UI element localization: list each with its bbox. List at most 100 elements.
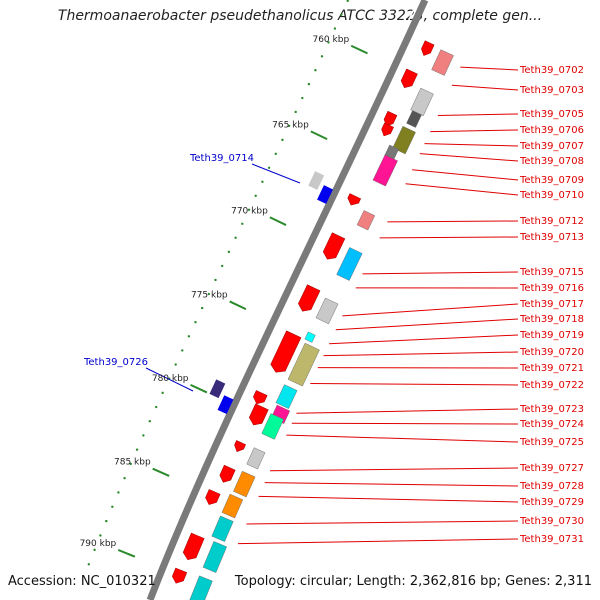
gc-dot (320, 55, 324, 58)
gene-label-reverse: Teth39_0705 (519, 109, 584, 120)
leader-line (362, 271, 519, 275)
leader-line (258, 495, 519, 503)
gc-dot (111, 505, 114, 508)
gene-block (202, 541, 227, 573)
gc-dot (274, 152, 277, 156)
gene-block (315, 297, 339, 325)
tick-mark (152, 467, 170, 477)
gene-label-reverse: Teth39_0722 (519, 380, 584, 391)
gene-label-reverse: Teth39_0715 (519, 267, 584, 278)
gc-dot (129, 462, 132, 466)
tick-label: 785 kbp (114, 458, 151, 468)
gene-label-reverse: Teth39_0724 (519, 419, 584, 430)
gene-label-reverse: Teth39_0719 (519, 330, 584, 341)
gene-label-reverse: Teth39_0710 (519, 190, 584, 201)
accession-label: Accession: NC_010321 (8, 574, 156, 589)
gene-block (406, 110, 422, 128)
gc-dot (87, 563, 91, 566)
gene-block (372, 154, 398, 187)
gc-dot (314, 69, 317, 72)
gene-label-reverse: Teth39_0706 (519, 125, 584, 136)
gene-label-reverse: Teth39_0723 (519, 404, 584, 415)
gene-arrow (381, 122, 394, 137)
gene-label-reverse: Teth39_0720 (519, 347, 584, 358)
gc-dot (267, 166, 271, 170)
tick-mark (229, 300, 247, 311)
gc-dot (227, 250, 231, 254)
gene-arrow (270, 330, 302, 373)
gene-block (211, 515, 234, 542)
gene-arrow (182, 532, 205, 561)
gc-dot (346, 0, 349, 3)
gene-block (275, 384, 298, 409)
gene-label-reverse: Teth39_0725 (519, 437, 584, 448)
leader-line (296, 408, 519, 414)
gene-block (392, 125, 416, 155)
gene-label-reverse: Teth39_0702 (519, 65, 584, 76)
forward-gene (317, 185, 333, 204)
gc-dot (207, 292, 211, 296)
gc-dot (200, 306, 204, 310)
leader-line (342, 303, 519, 317)
gc-dot (294, 110, 297, 114)
gc-dot (142, 434, 145, 437)
gene-label-forward: Teth39_0714 (189, 153, 254, 164)
gene-block (304, 331, 316, 343)
gc-dot (135, 448, 139, 451)
gene-block (356, 210, 376, 231)
gene-label-reverse: Teth39_0713 (519, 232, 584, 243)
leader-line (379, 236, 519, 239)
gc-dot (287, 124, 291, 128)
gc-dot (281, 138, 284, 142)
leader-line (237, 538, 519, 545)
leader-line (329, 334, 519, 345)
gc-dot (105, 519, 108, 523)
tick-marks: 760 kbp 765 kbp 770 kbp 775 kbp 780 kbp 785 k… (80, 35, 368, 558)
tick-mark (117, 549, 136, 558)
tick-label: 765 kbp (272, 120, 309, 130)
leader-line (291, 422, 519, 425)
gene-block (188, 575, 213, 600)
leader-line (145, 367, 194, 392)
gene-arrow (219, 464, 236, 483)
gene-label-reverse: Teth39_0728 (519, 481, 584, 492)
backbone (142, 0, 433, 600)
gene-arrow (248, 403, 269, 426)
gc-dot (327, 41, 330, 44)
gene-label-reverse: Teth39_0703 (519, 85, 584, 96)
leader-line (424, 143, 519, 147)
leader-line (323, 351, 519, 357)
gene-block (431, 49, 454, 76)
leader-line (430, 129, 519, 133)
leader-line (419, 153, 519, 162)
gene-label-reverse: Teth39_0730 (519, 516, 584, 527)
leader-line (310, 383, 519, 386)
gene-block (246, 447, 266, 470)
tick-mark (190, 383, 208, 394)
gc-dot (247, 208, 251, 211)
gene-arrow (400, 68, 418, 89)
gc-dot (99, 534, 102, 537)
gc-dot (340, 13, 343, 16)
tick-label: 760 kbp (312, 35, 349, 45)
gene-label-reverse: Teth39_0721 (519, 363, 584, 374)
forward-gene (209, 379, 226, 399)
gene-block (261, 413, 284, 440)
summary-label: Topology: circular; Length: 2,362,816 bp… (234, 574, 592, 589)
gene-label-reverse: Teth39_0718 (519, 314, 584, 325)
gc-dot (241, 222, 244, 225)
gene-arrow (253, 390, 268, 405)
gc-dot (261, 180, 264, 183)
gene-block (287, 342, 320, 387)
label-leader-lines (145, 66, 519, 545)
tick-mark (310, 130, 328, 141)
gc-dot (194, 320, 197, 324)
gene-label-reverse: Teth39_0716 (519, 283, 584, 294)
forward-gene (217, 395, 234, 415)
gc-dot (234, 236, 237, 240)
tick-label: 790 kbp (80, 539, 117, 549)
gene-features (172, 40, 454, 600)
gene-labels: Teth39_0702 Teth39_0703 Teth39_0705 Teth39_… (83, 65, 584, 545)
gc-dot (301, 96, 304, 100)
